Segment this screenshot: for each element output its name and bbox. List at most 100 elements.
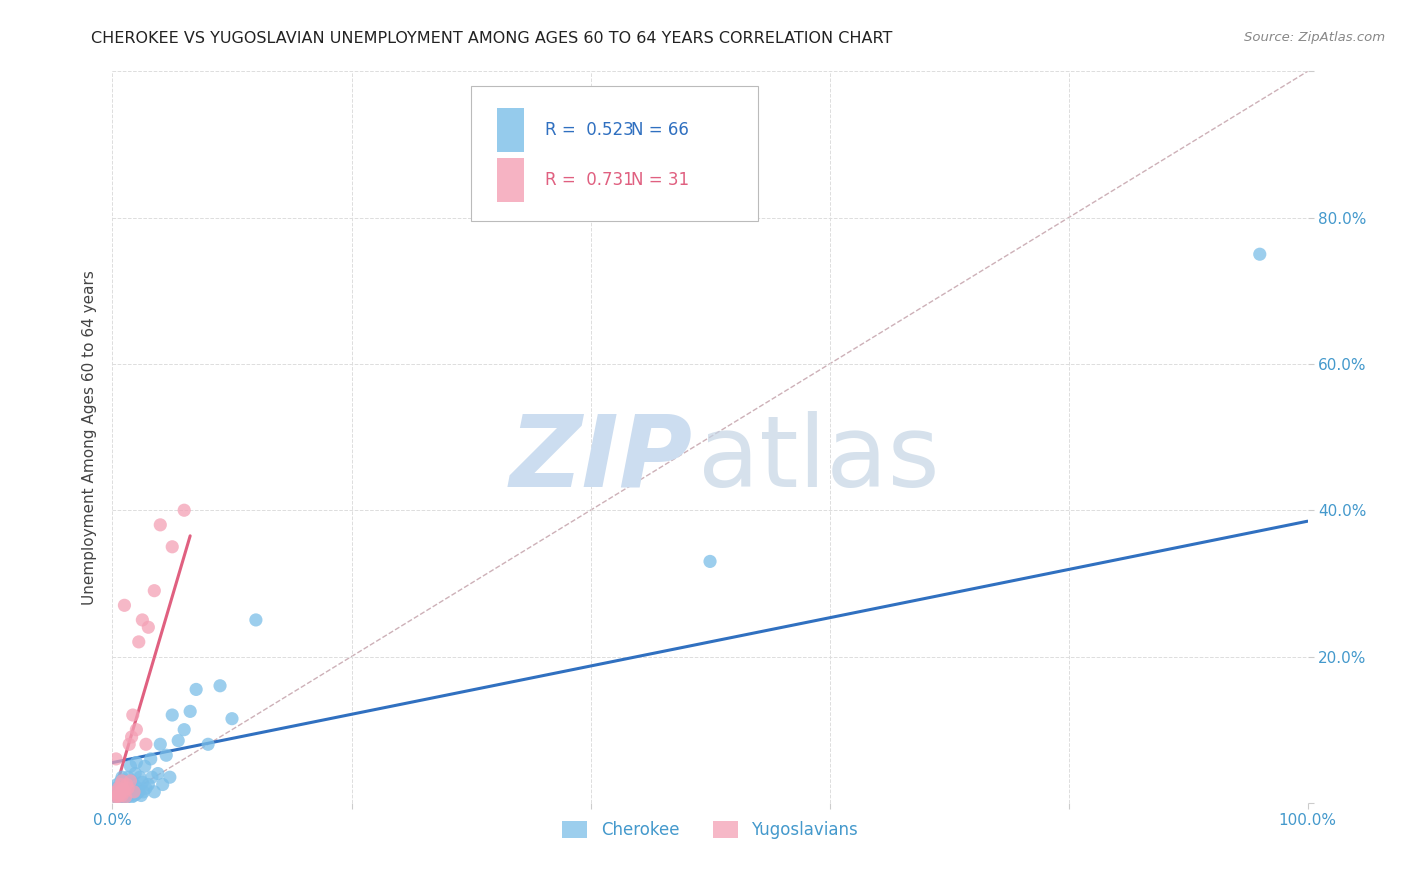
Point — [138, 778, 160, 792]
Point — [120, 759, 142, 773]
Point — [107, 782, 129, 797]
FancyBboxPatch shape — [471, 86, 758, 221]
Point — [111, 789, 134, 803]
Point — [152, 778, 174, 792]
Text: CHEROKEE VS YUGOSLAVIAN UNEMPLOYMENT AMONG AGES 60 TO 64 YEARS CORRELATION CHART: CHEROKEE VS YUGOSLAVIAN UNEMPLOYMENT AMO… — [91, 31, 893, 46]
Point — [155, 748, 177, 763]
Point — [105, 752, 128, 766]
Point — [112, 789, 135, 804]
Point — [167, 733, 190, 747]
Point — [245, 613, 267, 627]
Point — [129, 770, 152, 784]
Point — [121, 708, 143, 723]
FancyBboxPatch shape — [498, 108, 523, 152]
Point — [110, 785, 132, 799]
Point — [128, 785, 150, 799]
Point — [173, 503, 195, 517]
Legend: Cherokee, Yugoslavians: Cherokee, Yugoslavians — [555, 814, 865, 846]
Point — [120, 773, 142, 788]
Point — [110, 778, 132, 792]
Point — [105, 789, 128, 803]
Point — [111, 789, 134, 803]
Text: ZIP: ZIP — [509, 410, 692, 508]
Text: R =  0.523: R = 0.523 — [546, 121, 634, 139]
Point — [105, 781, 128, 796]
Text: N = 31: N = 31 — [631, 170, 689, 188]
Point — [128, 635, 150, 649]
Point — [122, 789, 145, 803]
Point — [111, 773, 134, 788]
Point — [699, 554, 721, 568]
Point — [1249, 247, 1271, 261]
Point — [173, 723, 195, 737]
Point — [105, 778, 128, 792]
Point — [121, 789, 143, 804]
FancyBboxPatch shape — [498, 158, 523, 202]
Point — [108, 789, 131, 804]
Point — [162, 540, 183, 554]
Point — [115, 789, 138, 804]
Point — [127, 781, 149, 796]
Point — [221, 712, 243, 726]
Point — [141, 770, 163, 784]
Point — [115, 778, 138, 792]
Point — [179, 705, 201, 719]
Point — [107, 787, 129, 801]
Point — [197, 737, 219, 751]
Point — [121, 785, 143, 799]
Point — [111, 770, 134, 784]
Point — [122, 785, 145, 799]
Point — [108, 787, 131, 801]
Point — [159, 770, 181, 784]
Point — [125, 756, 148, 770]
Point — [121, 730, 143, 744]
Point — [117, 770, 139, 784]
Point — [105, 785, 128, 799]
Point — [107, 792, 129, 806]
Point — [110, 792, 132, 806]
Point — [117, 781, 139, 796]
Text: R =  0.731: R = 0.731 — [546, 170, 634, 188]
Point — [125, 787, 148, 801]
Point — [110, 773, 132, 788]
Point — [139, 752, 162, 766]
Text: Source: ZipAtlas.com: Source: ZipAtlas.com — [1244, 31, 1385, 45]
Point — [107, 789, 129, 804]
Point — [110, 787, 132, 801]
Point — [114, 785, 135, 799]
Point — [114, 782, 135, 797]
Point — [105, 789, 128, 803]
Point — [105, 789, 128, 803]
Point — [149, 737, 172, 751]
Point — [209, 679, 232, 693]
Point — [107, 781, 129, 796]
Point — [146, 766, 169, 780]
Point — [131, 775, 153, 789]
Point — [118, 789, 141, 803]
Point — [114, 787, 136, 801]
Point — [131, 613, 153, 627]
Point — [105, 785, 128, 799]
Point — [114, 599, 135, 613]
Point — [143, 583, 166, 598]
Point — [118, 737, 141, 751]
Point — [112, 785, 135, 799]
Point — [143, 785, 166, 799]
Point — [121, 773, 143, 788]
Point — [117, 785, 139, 799]
Point — [112, 778, 135, 792]
Point — [162, 708, 183, 723]
Point — [124, 766, 146, 780]
Point — [108, 780, 131, 794]
Point — [132, 785, 155, 799]
Point — [135, 781, 157, 796]
Point — [122, 778, 145, 792]
Point — [120, 781, 142, 796]
Point — [138, 620, 160, 634]
Point — [112, 782, 135, 797]
Point — [125, 723, 148, 737]
Point — [149, 517, 172, 532]
Text: N = 66: N = 66 — [631, 121, 689, 139]
Point — [114, 773, 135, 788]
Point — [114, 789, 135, 803]
